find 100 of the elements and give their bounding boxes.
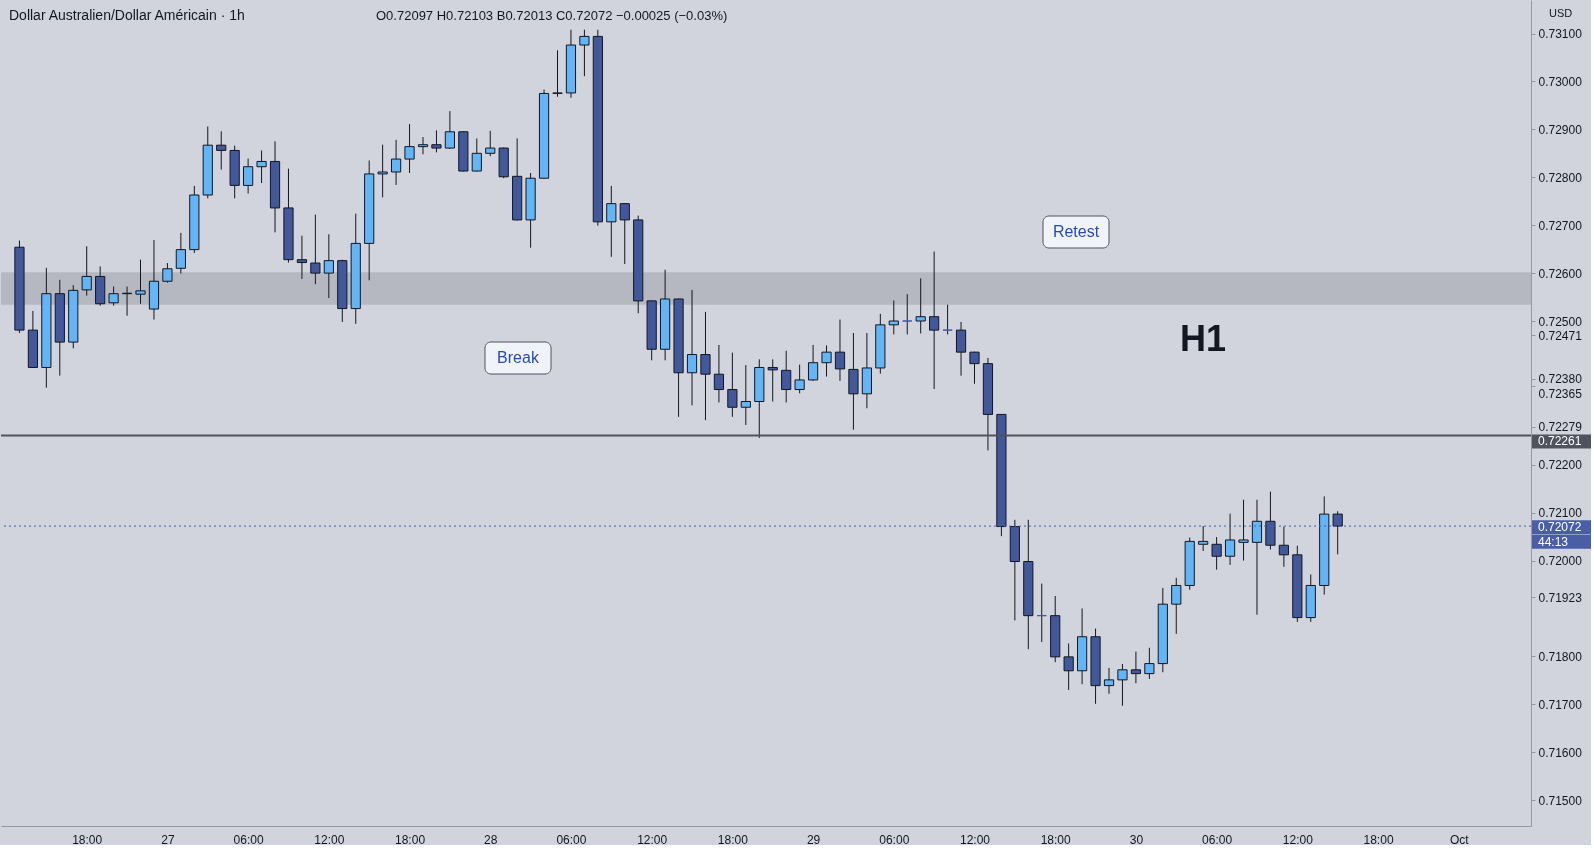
candlestick xyxy=(902,293,913,335)
candlestick xyxy=(579,29,590,77)
candlestick xyxy=(1265,491,1276,551)
candlestick xyxy=(1198,525,1209,552)
candlestick xyxy=(969,351,980,385)
y-tick-label: 0.72800 xyxy=(1538,170,1583,185)
y-tick-label: 0.72380 xyxy=(1538,372,1583,386)
candlestick xyxy=(162,262,173,284)
candlestick xyxy=(1171,577,1182,635)
candlestick xyxy=(767,358,778,402)
candlestick xyxy=(807,344,819,382)
candlestick xyxy=(243,158,254,195)
candlestick xyxy=(1130,651,1142,684)
x-tick-label: 30 xyxy=(1129,832,1144,847)
y-tick-label: 0.72100 xyxy=(1538,506,1583,521)
y-tick-label: 0.73000 xyxy=(1538,74,1583,89)
candlestick xyxy=(740,364,751,426)
candlestick xyxy=(821,344,832,378)
x-tick-label: 27 xyxy=(161,832,175,847)
x-tick-label: 12:00 xyxy=(637,832,668,847)
y-tick-label: 0.72279 xyxy=(1538,420,1583,435)
x-tick-label: 06:00 xyxy=(233,832,264,847)
x-tick-label: 18:00 xyxy=(72,832,103,847)
candlestick xyxy=(619,202,630,265)
candlestick xyxy=(888,299,899,335)
candlestick xyxy=(1238,499,1249,562)
x-tick-label: 12:00 xyxy=(314,832,345,847)
candlestick xyxy=(417,136,429,155)
candlestick xyxy=(256,149,267,184)
candlestick xyxy=(1224,513,1236,566)
candlestick xyxy=(323,233,334,299)
x-tick-label: 18:00 xyxy=(1040,832,1072,847)
y-tick-label: 0.71600 xyxy=(1538,745,1583,760)
candlestick xyxy=(781,350,792,403)
candlestick xyxy=(216,130,227,171)
y-tick-label: 0.73100 xyxy=(1538,27,1583,42)
candlestick xyxy=(955,321,967,377)
x-tick-label: 18:00 xyxy=(1363,832,1394,847)
candlestick xyxy=(1036,583,1047,643)
y-axis-title: USD xyxy=(1549,7,1573,19)
candlestick xyxy=(310,214,321,285)
x-tick-label: 06:00 xyxy=(879,832,910,847)
candlestick xyxy=(1063,642,1074,691)
y-tick-label: 0.72471 xyxy=(1538,329,1583,344)
candlestick xyxy=(915,277,926,334)
y-tick-label: 0.72000 xyxy=(1538,554,1583,569)
y-tick-label: 0.71923 xyxy=(1538,590,1583,605)
candlestick xyxy=(713,344,725,403)
y-tick-label: 0.72365 xyxy=(1538,386,1583,401)
y-tick-label: 0.71700 xyxy=(1538,697,1583,712)
candlestick xyxy=(834,319,846,382)
ref-line-label: 0.72072 xyxy=(1538,520,1582,535)
candlestick xyxy=(1144,647,1155,680)
y-tick-label: 0.72900 xyxy=(1538,122,1583,137)
candlestick xyxy=(404,123,415,174)
candlestick xyxy=(1251,499,1263,616)
y-tick-label: 0.72600 xyxy=(1538,266,1583,281)
text: Dollar Australien/Dollar Américain · 1h xyxy=(9,7,245,23)
candlestick xyxy=(390,139,402,186)
ref-line-label: 0.72261 xyxy=(1538,434,1582,449)
candlestick xyxy=(700,311,711,421)
y-tick-label: 0.71500 xyxy=(1538,793,1583,808)
candlestick xyxy=(686,289,698,406)
candlestick xyxy=(175,232,186,275)
x-tick-label: Oct xyxy=(1449,832,1470,847)
candlestick xyxy=(1211,536,1222,571)
y-tick-label: 0.72700 xyxy=(1538,218,1583,233)
x-tick-label: 12:00 xyxy=(1282,832,1314,847)
candlestick xyxy=(296,235,308,280)
x-tick-label: 28 xyxy=(484,832,498,847)
x-tick-label: 18:00 xyxy=(395,832,426,847)
candlestick xyxy=(485,130,496,157)
candlestick xyxy=(1103,667,1115,695)
x-tick-label: 18:00 xyxy=(717,832,749,847)
candlestick xyxy=(471,137,482,173)
text: 44:13 xyxy=(1538,534,1569,549)
annotation: H1 xyxy=(1179,318,1227,359)
candlestick xyxy=(431,129,442,153)
annotation: Retest xyxy=(1052,223,1100,240)
x-tick-label: 06:00 xyxy=(1202,832,1233,847)
candlestick xyxy=(444,110,455,150)
x-tick-label: 29 xyxy=(806,832,821,847)
y-tick-label: 0.71800 xyxy=(1538,649,1583,664)
candlestick xyxy=(135,259,146,305)
candlestick xyxy=(1117,663,1128,707)
annotation: Break xyxy=(497,349,540,366)
candlestick xyxy=(929,251,940,390)
candlestick xyxy=(108,286,119,307)
candlestick xyxy=(727,352,738,418)
y-tick-label: 0.72200 xyxy=(1538,458,1583,473)
candlestick xyxy=(794,364,805,394)
candlestick xyxy=(1332,510,1343,555)
candlestick xyxy=(606,185,617,258)
candlestick xyxy=(552,49,563,98)
candlestick xyxy=(377,144,388,198)
text: O0.72097 H0.72103 B0.72013 C0.72072 −0.00025 (−0.03%) xyxy=(376,8,728,23)
y-tick-label: 0.72500 xyxy=(1538,314,1583,329)
x-tick-label: 06:00 xyxy=(556,832,587,847)
candlestick xyxy=(1278,526,1289,568)
candlestick xyxy=(81,245,92,297)
